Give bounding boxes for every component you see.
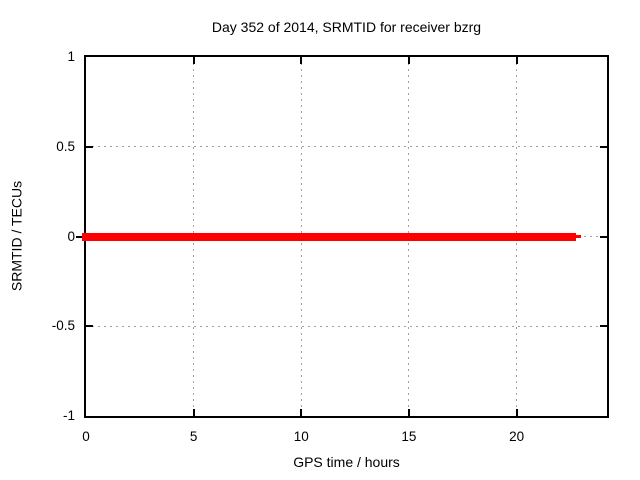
x-tick-top (515, 57, 518, 64)
y-tick-right (600, 145, 607, 148)
x-tick-bottom (515, 409, 518, 416)
chart-title: Day 352 of 2014, SRMTID for receiver bzr… (211, 19, 482, 35)
data-line (82, 232, 577, 241)
plot-area (76, 55, 609, 418)
y-tick-label: 0.5 (56, 138, 75, 154)
x-tick-bottom (300, 409, 303, 416)
x-tick-top (300, 57, 303, 64)
x-tick-label: 15 (401, 429, 417, 444)
y-gridline (86, 325, 607, 327)
y-tick-label: -1 (62, 408, 75, 423)
x-tick-bottom (192, 409, 195, 416)
x-tick-bottom (407, 409, 410, 416)
y-tick-label: -0.5 (51, 318, 75, 334)
x-tick-label: 10 (293, 429, 309, 444)
x-tick-top (407, 57, 410, 64)
y-tick-right (600, 325, 607, 328)
x-tick-label: 5 (189, 429, 198, 444)
y-tick-label: 0 (67, 228, 75, 244)
x-tick-top (192, 57, 195, 64)
y-tick-right (600, 235, 607, 238)
y-tick-label: 1 (67, 49, 75, 64)
y-tick-left (86, 325, 93, 328)
x-axis-label: GPS time / hours (293, 454, 400, 470)
data-line-cap (576, 235, 582, 238)
y-zero-outward-tick (76, 235, 84, 238)
x-tick-label: 0 (82, 429, 90, 444)
y-tick-left (86, 145, 93, 148)
y-gridline (86, 146, 607, 148)
x-tick-label: 20 (509, 429, 525, 444)
